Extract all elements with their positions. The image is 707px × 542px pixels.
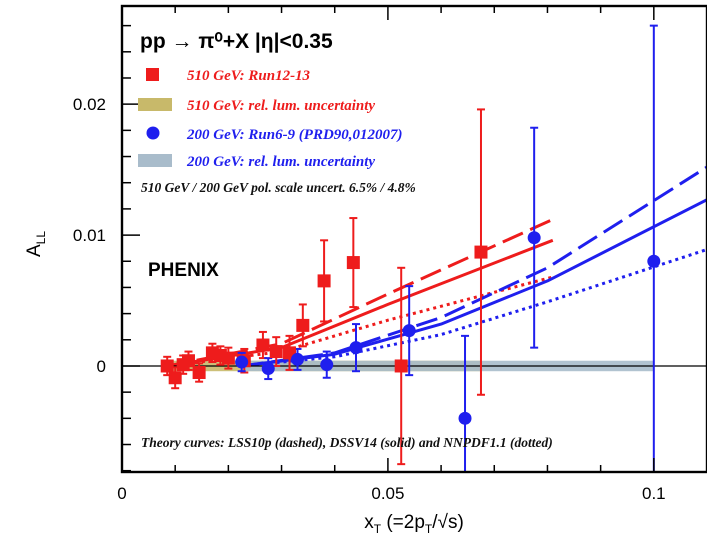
- x-tick-label-0: 0: [117, 484, 126, 503]
- data-point-200-8: [647, 254, 661, 268]
- legend-band-510: [138, 98, 172, 111]
- data-point-510-4: [192, 366, 206, 380]
- y-tick-label-1: 0.01: [73, 226, 106, 245]
- data-point-200-3: [320, 358, 334, 372]
- data-point-510-9: [256, 338, 270, 352]
- data-markers: [160, 231, 661, 425]
- data-point-510-14: [346, 256, 360, 270]
- experiment-label: PHENIX: [148, 260, 219, 281]
- data-point-200-5: [402, 324, 416, 338]
- axis-ticks: 0 0.05 0.1 0 0.01 0.02: [73, 6, 707, 503]
- data-point-510-1: [168, 371, 182, 385]
- data-point-510-3: [181, 354, 195, 368]
- process-label: pp → π⁰+X |η|<0.35: [140, 30, 333, 53]
- theory-curve-dotted-5: [241, 248, 707, 368]
- error-bars: [163, 24, 658, 472]
- data-point-200-6: [458, 411, 472, 425]
- x-tick-label-1: 0.05: [371, 484, 404, 503]
- theory-curves: [166, 165, 707, 368]
- data-point-510-7: [221, 351, 235, 365]
- data-point-510-12: [296, 318, 310, 332]
- data-point-200-7: [527, 231, 541, 245]
- data-point-510-15: [394, 359, 408, 373]
- legend-marker-510: [146, 68, 159, 81]
- theory-curve-solid-4: [241, 198, 707, 368]
- plot-frame: [120, 4, 707, 474]
- data-point-200-0: [235, 355, 249, 369]
- y-tick-label-0: 0: [97, 357, 106, 376]
- legend-marker-200: [146, 126, 160, 140]
- data-point-510-10: [269, 345, 283, 359]
- legend: 510 GeV: Run12-13 510 GeV: rel. lum. unc…: [138, 68, 416, 195]
- y-tick-label-2: 0.02: [73, 95, 106, 114]
- legend-entry-510: 510 GeV: Run12-13: [187, 68, 311, 84]
- x-axis-label: xT (=2pT/√s): [364, 512, 464, 536]
- data-point-200-1: [261, 362, 275, 376]
- data-point-200-4: [349, 341, 363, 355]
- scale-uncert-note: 510 GeV / 200 GeV pol. scale uncert. 6.5…: [141, 180, 416, 195]
- legend-entry-510-lum: 510 GeV: rel. lum. uncertainty: [187, 98, 375, 114]
- x-tick-label-2: 0.1: [642, 484, 666, 503]
- data-point-510-0: [160, 359, 174, 373]
- y-axis-label: ALL: [24, 231, 48, 257]
- data-point-510-13: [317, 274, 331, 288]
- data-point-200-2: [291, 352, 304, 366]
- theory-note: Theory curves: LSS10p (dashed), DSSV14 (…: [141, 435, 553, 450]
- data-point-510-16: [474, 245, 488, 259]
- legend-entry-200-lum: 200 GeV: rel. lum. uncertainty: [186, 154, 375, 170]
- legend-entry-200: 200 GeV: Run6-9 (PRD90,012007): [186, 127, 403, 143]
- legend-band-200: [138, 154, 172, 167]
